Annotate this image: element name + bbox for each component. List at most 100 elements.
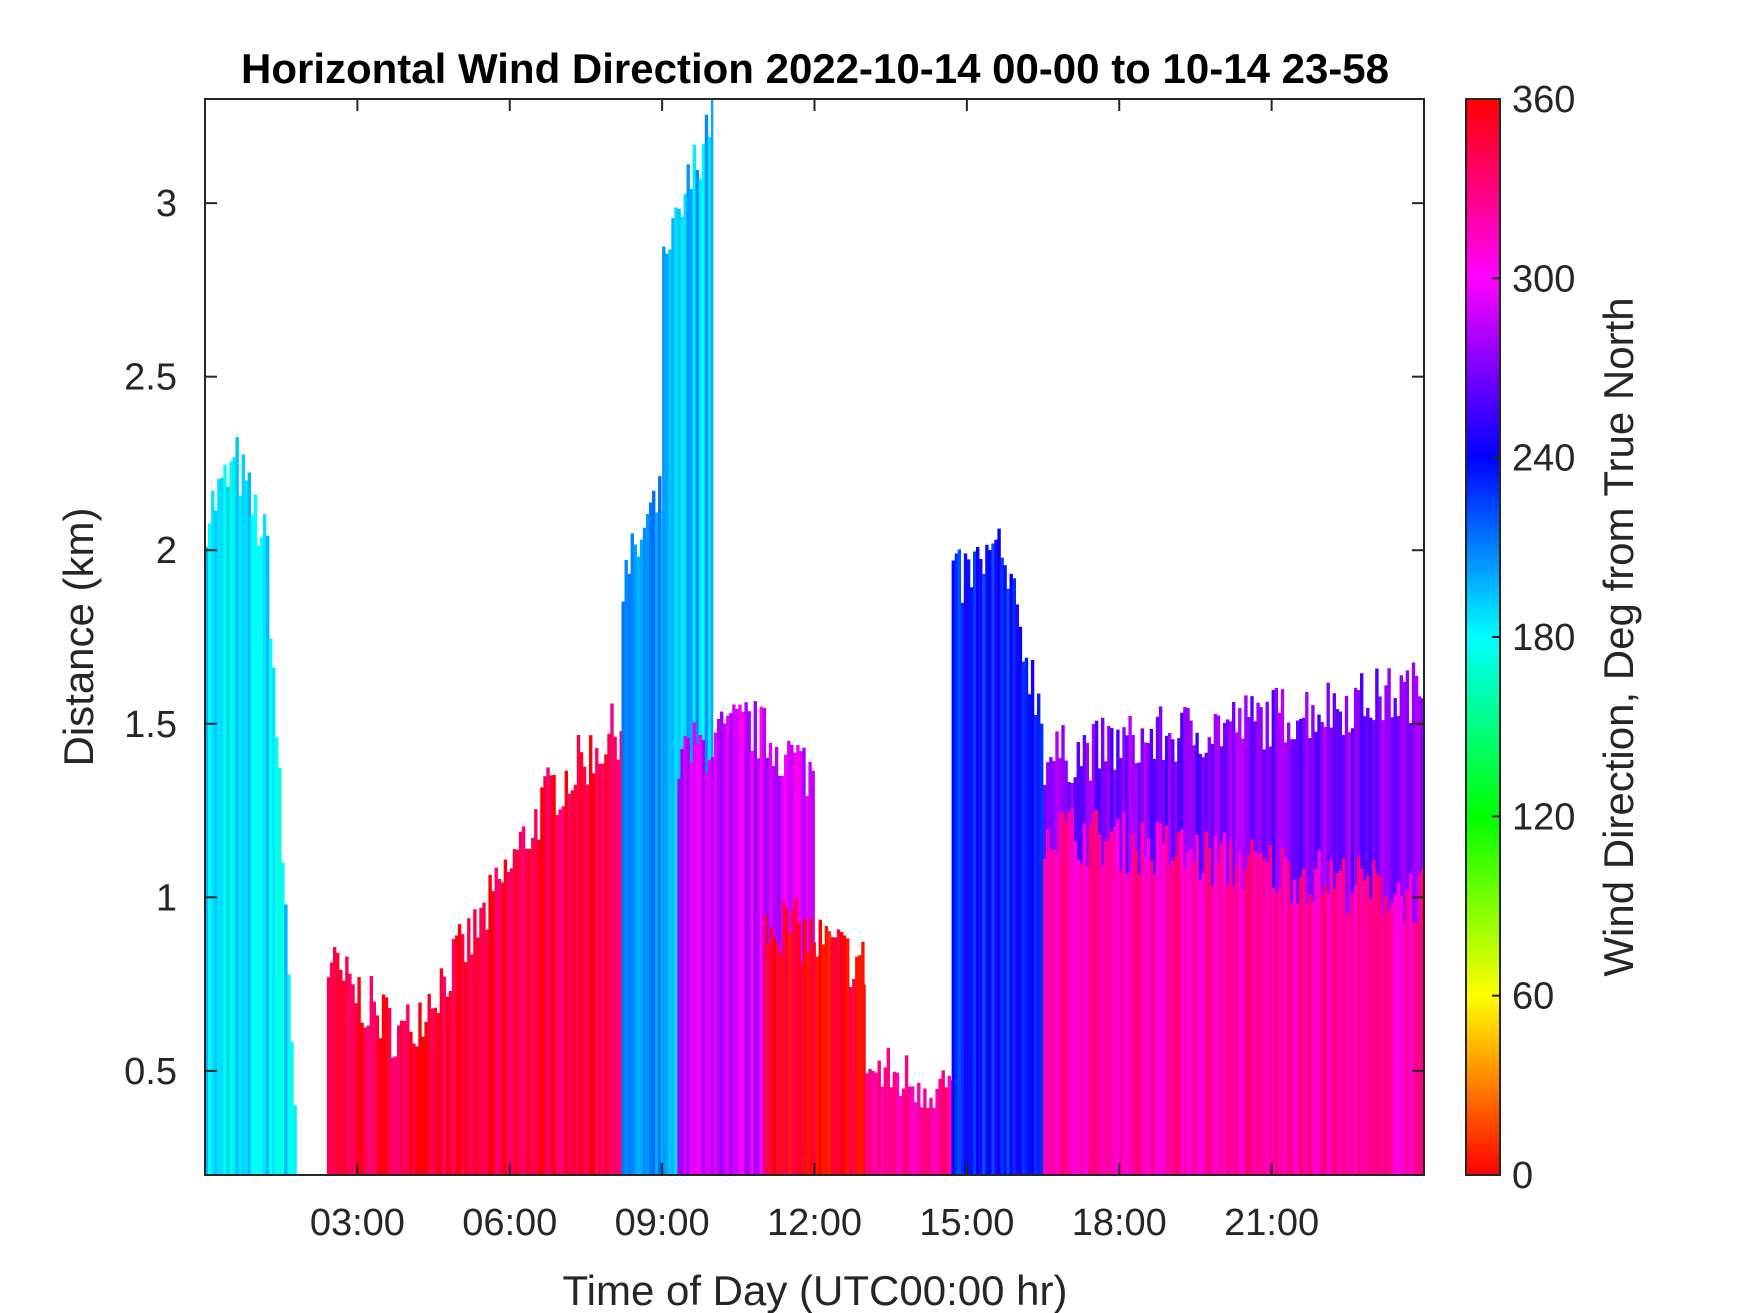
heatmap-cell (1097, 834, 1102, 1175)
heatmap-cell (1317, 850, 1321, 1175)
heatmap-cell (451, 939, 456, 1175)
heatmap-cell (1018, 626, 1023, 1175)
heatmap-cell (610, 703, 614, 1175)
heatmap-cell (1113, 826, 1117, 1175)
heatmap-cell (1289, 904, 1294, 1175)
heatmap-cell (579, 752, 584, 1175)
heatmap-region (951, 528, 1044, 1175)
x-tick-label: 06:00 (462, 1202, 557, 1244)
colorbar-tick-label: 240 (1512, 438, 1575, 480)
heatmap-cell (1204, 831, 1208, 1175)
heatmap-cell (836, 929, 841, 1175)
heatmap-cell (689, 762, 693, 1175)
heatmap-cell (1421, 869, 1424, 1175)
heatmap-cell (558, 809, 562, 1175)
heatmap-cell (1000, 557, 1004, 1175)
heatmap-cell (467, 918, 471, 1175)
heatmap-cell (944, 1087, 948, 1175)
heatmap-cell (589, 735, 593, 1175)
heatmap-cell (1052, 849, 1056, 1175)
heatmap-cell (601, 763, 605, 1175)
heatmap-cell (1122, 812, 1126, 1175)
heatmap-cell (266, 535, 270, 1175)
heatmap-cell (1110, 831, 1114, 1175)
heatmap-cell (950, 1080, 952, 1175)
heatmap-cell (713, 732, 718, 1175)
heatmap-cell (238, 495, 242, 1175)
heatmap-cell (1293, 879, 1297, 1175)
heatmap-region (326, 703, 622, 1175)
heatmap-cell (436, 1013, 440, 1175)
heatmap-cell (613, 736, 617, 1175)
heatmap-cell (892, 1071, 897, 1175)
heatmap-cell (1378, 876, 1382, 1175)
chart-title: Horizontal Wind Direction 2022-10-14 00-… (241, 45, 1389, 92)
x-axis-label: Time of Day (UTC00:00 hr) (563, 1267, 1068, 1313)
heatmap-cell (1338, 871, 1343, 1175)
colorbar-ticks: 0 60 120 180 240 300 360 (1492, 79, 1575, 1197)
heatmap-cell (1222, 832, 1227, 1175)
heatmap-cell (720, 711, 724, 1175)
heatmap-cell (976, 546, 980, 1175)
heatmap-cell (744, 702, 748, 1175)
heatmap-cell (506, 871, 511, 1175)
heatmap-cell (707, 760, 712, 1175)
heatmap-cell (570, 790, 575, 1175)
heatmap-cell (858, 955, 862, 1175)
heatmap-cell (412, 1043, 416, 1175)
heatmap-cell (1165, 825, 1169, 1175)
heatmap-cell (769, 926, 774, 1175)
heatmap-cell (525, 848, 529, 1175)
heatmap-cell (1116, 819, 1120, 1175)
heatmap-cell (695, 170, 699, 1175)
heatmap-cell (935, 1088, 939, 1175)
heatmap-cell (512, 849, 517, 1175)
heatmap-cell (390, 1057, 395, 1175)
heatmap-cell (1262, 859, 1266, 1175)
heatmap-cell (537, 839, 541, 1175)
heatmap-cell (947, 1075, 951, 1175)
heatmap-cell (439, 968, 444, 1175)
heatmap-cell (1192, 861, 1196, 1175)
heatmap-cell (1360, 868, 1364, 1175)
heatmap-cell (911, 1086, 915, 1175)
heatmap-cell (1009, 573, 1013, 1175)
heatmap-cell (220, 478, 224, 1175)
heatmap-cell (1259, 853, 1263, 1175)
heatmap-cell (543, 776, 547, 1175)
heatmap-cell (281, 862, 285, 1175)
heatmap-cell (1253, 851, 1257, 1175)
heatmap-cell (1417, 875, 1422, 1175)
heatmap-cell (421, 1036, 425, 1175)
heatmap-cell (1411, 922, 1416, 1175)
heatmap-cell (1320, 895, 1324, 1175)
heatmap-cell (868, 1069, 872, 1175)
heatmap-cell (701, 143, 706, 1175)
heatmap-cell (1311, 901, 1315, 1175)
heatmap-cell (806, 952, 810, 1175)
heatmap-cell (1271, 887, 1275, 1175)
x-tick-label: 03:00 (310, 1202, 405, 1244)
heatmap-cell (1390, 902, 1394, 1175)
heatmap-cell (369, 976, 373, 1175)
heatmap-cell (1040, 723, 1044, 1175)
heatmap-cell (1168, 866, 1172, 1175)
heatmap-cell (366, 1025, 370, 1175)
heatmap-cell (406, 1004, 410, 1175)
heatmap-cell (250, 514, 255, 1175)
heatmap-cell (1104, 840, 1108, 1175)
heatmap-cell (1384, 895, 1388, 1175)
heatmap-cell (704, 114, 709, 1175)
heatmap-cell (482, 902, 486, 1175)
heatmap-cell (1055, 855, 1059, 1175)
heatmap-cell (1332, 888, 1336, 1175)
heatmap-cell (674, 207, 678, 1175)
heatmap-cell (409, 1031, 413, 1175)
heatmap-cell (1366, 875, 1370, 1175)
colorbar-tick-label: 0 (1512, 1155, 1533, 1197)
heatmap-layer (205, 99, 1424, 1175)
heatmap-cell (763, 915, 768, 1175)
heatmap-cell (692, 722, 696, 1175)
heatmap-cell (348, 973, 352, 1175)
heatmap-cell (1128, 872, 1132, 1175)
